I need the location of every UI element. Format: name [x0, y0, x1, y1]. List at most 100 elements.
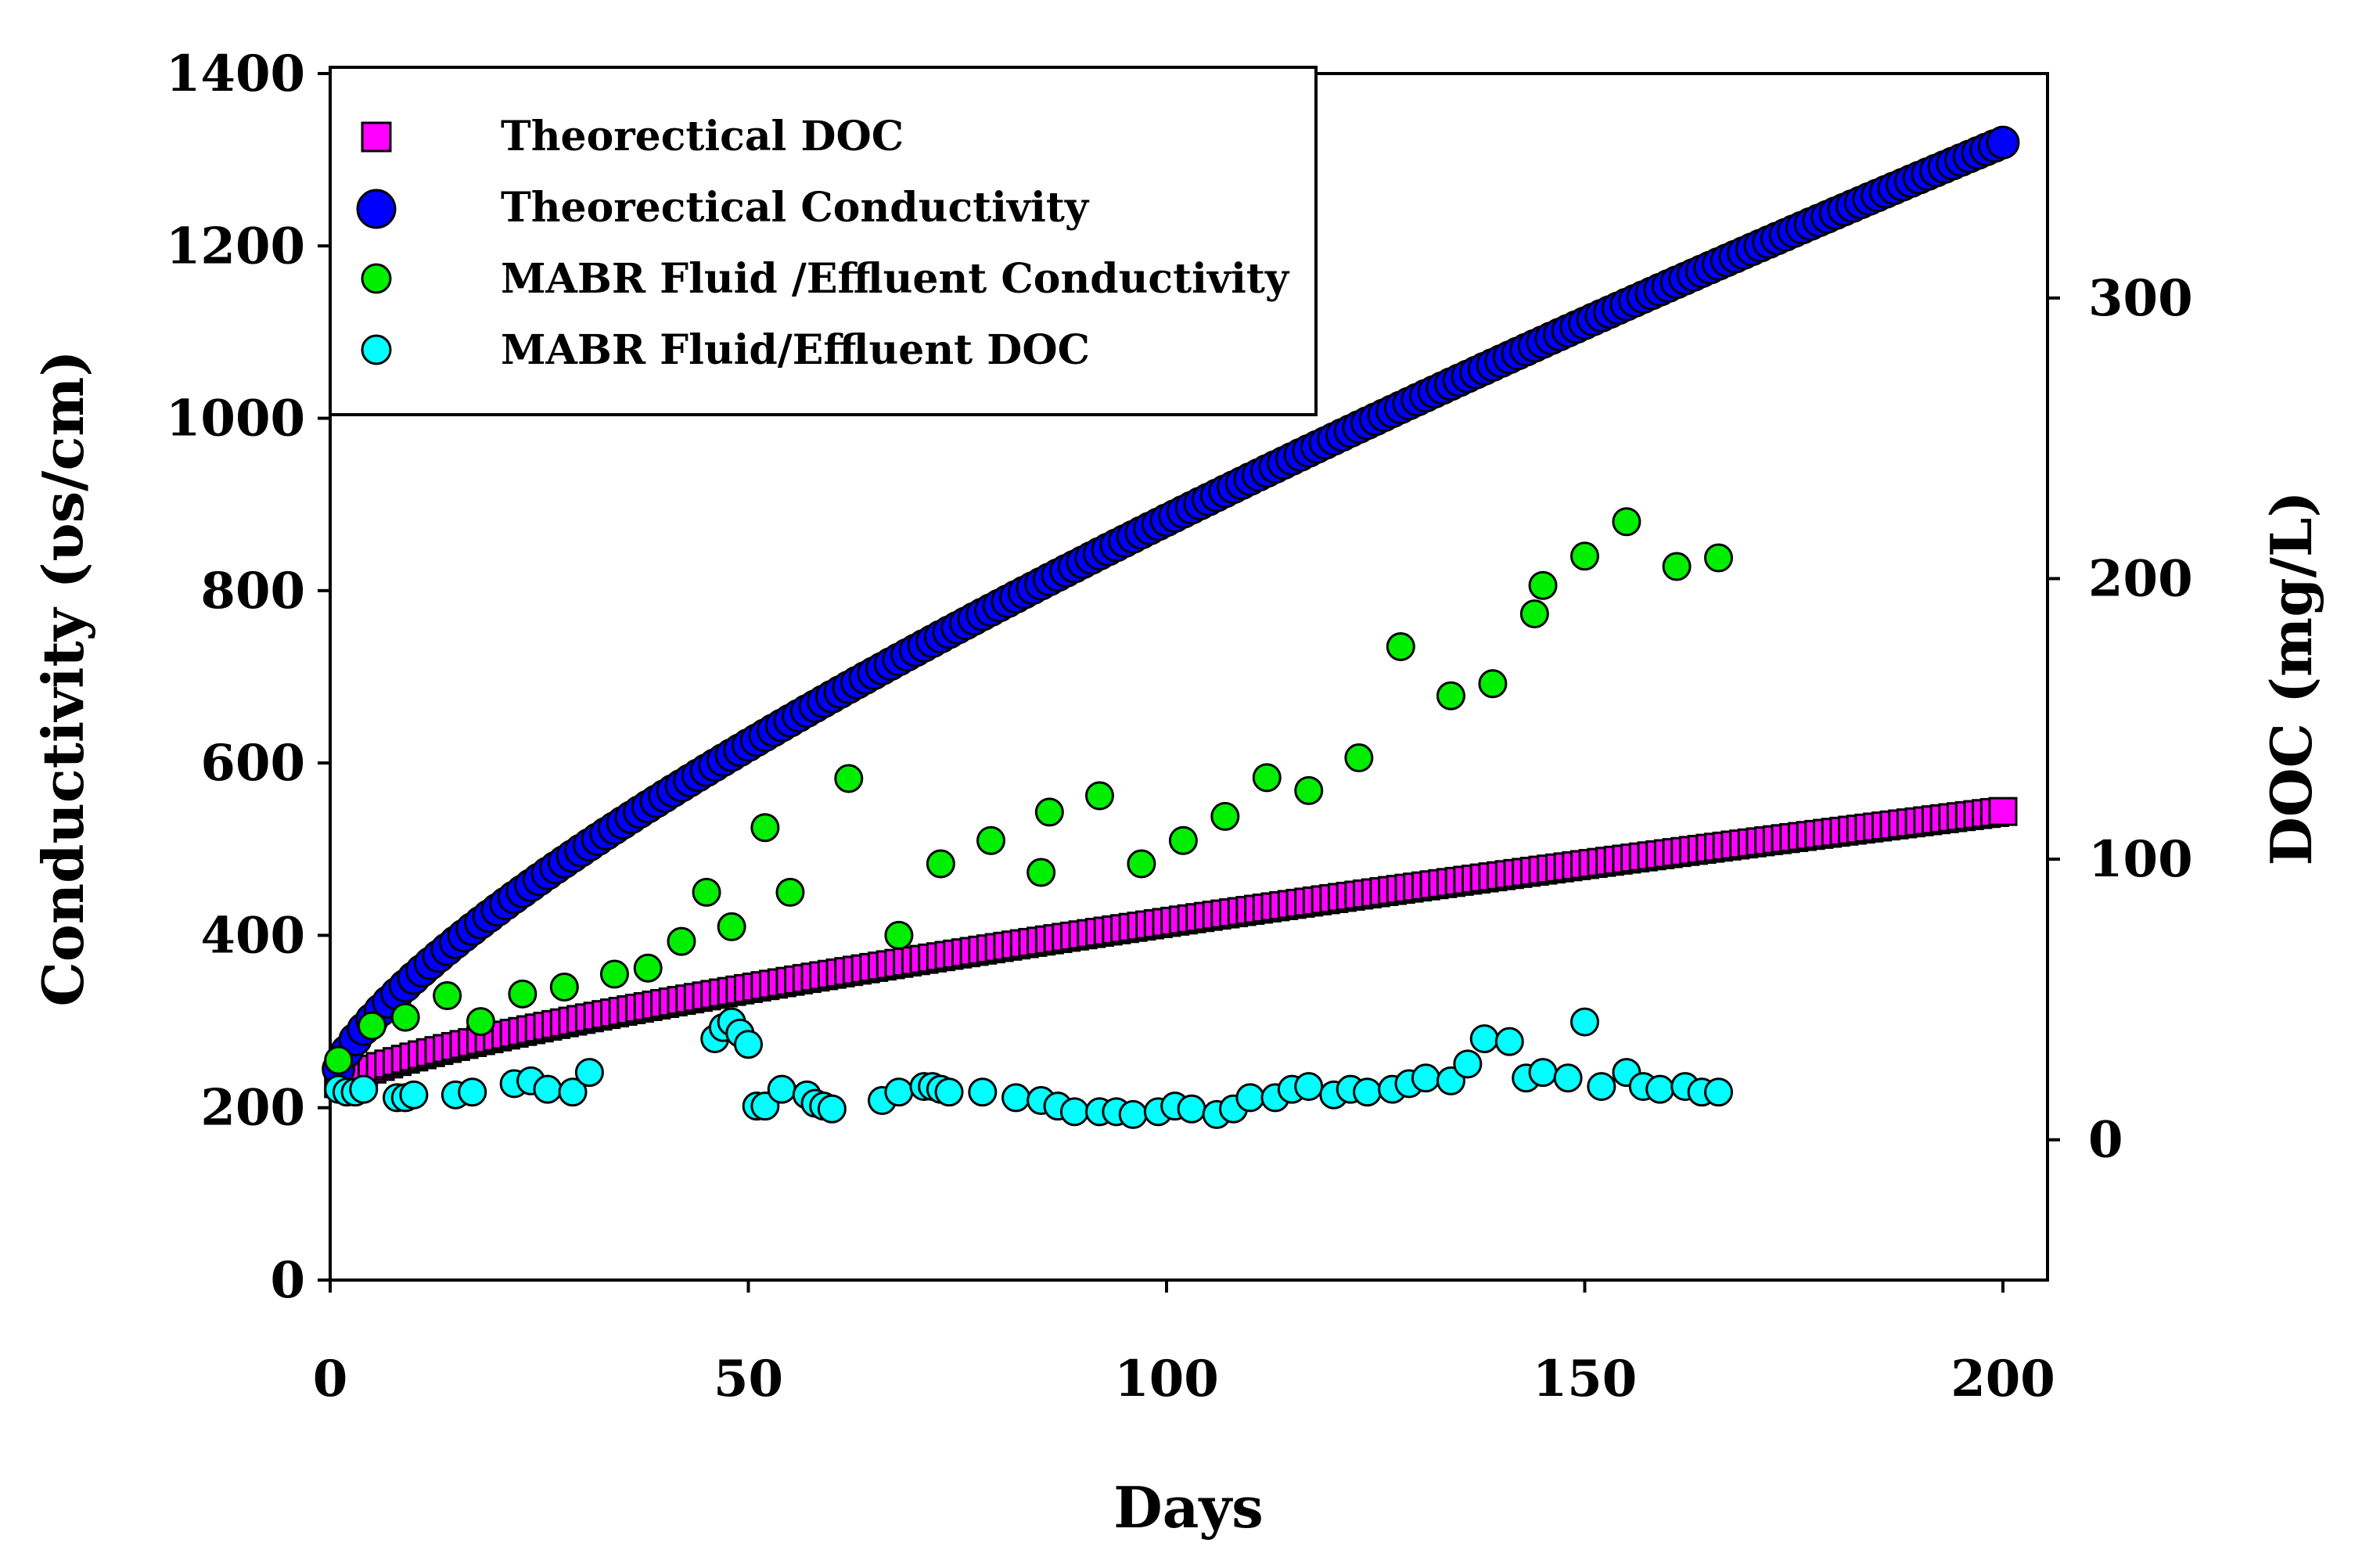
series-layer: [322, 125, 2020, 1129]
legend-marker-mabr-doc: [361, 334, 392, 365]
series-3-point-36: [1059, 1097, 1089, 1127]
series-3-point-8: [458, 1077, 487, 1107]
series-3-point-11: [533, 1074, 563, 1104]
series-2-point-17: [976, 825, 1006, 855]
legend-label-theoretical-conductivity: Theorectical Conductivity: [501, 184, 1090, 232]
series-3-point-31: [934, 1077, 964, 1107]
series-3-point-56: [1453, 1049, 1483, 1079]
y-tick-label-right-2: 200: [2088, 549, 2193, 608]
series-1-point-199: [1986, 125, 2020, 160]
x-tick-label-2: 100: [1114, 1350, 1219, 1408]
series-2-point-3: [433, 981, 462, 1011]
series-2-point-9: [667, 926, 696, 956]
legend-box: [329, 66, 1318, 416]
series-2-point-35: [1704, 543, 1734, 573]
series-2-point-24: [1252, 763, 1282, 793]
series-3-point-39: [1118, 1099, 1148, 1129]
series-2-point-19: [1034, 797, 1064, 827]
series-2-point-11: [717, 912, 746, 941]
x-tick-label-4: 200: [1951, 1350, 2055, 1408]
series-2-point-18: [1026, 858, 1056, 887]
series-3-point-27: [884, 1077, 914, 1107]
y-tick-label-left-1: 200: [200, 1079, 305, 1138]
y-tick-label-left-4: 800: [200, 562, 305, 620]
series-3-point-25: [817, 1094, 847, 1124]
y-axis-title-right: DOC (mg/L): [2258, 491, 2324, 865]
y-axis-title-left: Conductivity (υs/cm): [30, 350, 96, 1006]
x-tick-label-1: 50: [714, 1350, 783, 1408]
series-3-point-18: [734, 1030, 763, 1059]
series-3-point-3: [349, 1074, 379, 1104]
legend-label-mabr-conductivity: MABR Fluid /Effluent Conductivity: [501, 255, 1290, 303]
series-3-point-13: [574, 1058, 604, 1088]
series-1: [322, 125, 2020, 1086]
series-3-point-6: [399, 1080, 429, 1109]
series-3-point-51: [1353, 1077, 1382, 1107]
y-tick-label-left-0: 0: [270, 1251, 305, 1310]
series-3-point-21: [767, 1074, 796, 1104]
series-2-point-6: [549, 973, 579, 1002]
series-3-point-62: [1570, 1007, 1599, 1037]
legend-marker-theoretical-conductivity: [356, 189, 397, 229]
series-2-point-10: [692, 877, 721, 907]
x-tick-label-3: 150: [1533, 1350, 1638, 1408]
series-0-point-199: [1988, 797, 2018, 826]
series-2-point-31: [1528, 570, 1558, 600]
y-tick-label-right-0: 0: [2088, 1111, 2123, 1170]
series-2-point-20: [1084, 781, 1114, 811]
y-axis-left: 0 200 400 600 800 1000 1200 1400: [166, 45, 330, 1310]
series-2-point-29: [1478, 669, 1508, 699]
series-2-point-25: [1294, 775, 1324, 805]
series-2-point-21: [1127, 849, 1156, 879]
series-2-point-12: [750, 813, 780, 843]
x-axis: 0 50 100 150 200: [313, 1280, 2055, 1408]
series-2-point-5: [508, 979, 538, 1009]
series-2-point-1: [357, 1011, 387, 1041]
series-2: [324, 507, 1734, 1075]
y-tick-label-left-7: 1400: [166, 45, 305, 103]
y-tick-label-right-1: 100: [2088, 830, 2193, 889]
series-2-point-26: [1344, 743, 1374, 773]
series-3-point-66: [1645, 1074, 1675, 1104]
series-3-point-12: [558, 1077, 588, 1107]
series-2-point-4: [466, 1007, 495, 1037]
legend-marker-mabr-conductivity: [361, 263, 392, 294]
y-tick-label-left-3: 600: [200, 734, 305, 793]
x-tick-label-0: 0: [313, 1350, 348, 1408]
series-2-point-8: [633, 953, 663, 983]
series-2-point-16: [926, 849, 955, 879]
legend-label-mabr-doc: MABR Fluid/Effluent DOC: [501, 326, 1090, 374]
series-2-point-14: [834, 764, 864, 793]
series-2-point-28: [1436, 681, 1465, 710]
series-3-point-69: [1704, 1077, 1734, 1107]
series-2-point-7: [599, 959, 629, 989]
series-2-point-30: [1519, 599, 1549, 629]
x-axis-title: Days: [1113, 1474, 1263, 1541]
y-tick-label-right-3: 300: [2088, 269, 2193, 328]
series-3-point-45: [1235, 1083, 1265, 1113]
y-axis-right: 0 100 200 300: [2048, 269, 2193, 1170]
series-2-point-34: [1662, 552, 1692, 581]
series-3-point-58: [1494, 1027, 1524, 1056]
series-3-point-61: [1553, 1063, 1583, 1093]
legend-label-theoretical-doc: Theorectical DOC: [501, 113, 904, 160]
series-2-point-33: [1612, 507, 1641, 537]
series-2-point-13: [775, 877, 805, 907]
legend: Theorectical DOC Theorectical Conductivi…: [329, 66, 1318, 416]
y-tick-label-left-5: 1000: [166, 390, 305, 448]
series-3-point-60: [1528, 1058, 1558, 1088]
series-2-point-27: [1386, 631, 1415, 661]
series-2-point-22: [1168, 825, 1198, 855]
y-tick-label-left-2: 400: [200, 906, 305, 965]
series-3-point-33: [1001, 1083, 1031, 1113]
series-3-point-48: [1294, 1072, 1324, 1102]
series-3-point-42: [1177, 1094, 1206, 1124]
series-3-point-54: [1411, 1063, 1440, 1093]
y-tick-label-left-6: 1200: [166, 217, 305, 275]
series-2-point-0: [324, 1045, 354, 1075]
series-2-point-15: [884, 920, 914, 950]
series-3-point-32: [968, 1077, 998, 1107]
series-2-point-23: [1210, 801, 1240, 831]
